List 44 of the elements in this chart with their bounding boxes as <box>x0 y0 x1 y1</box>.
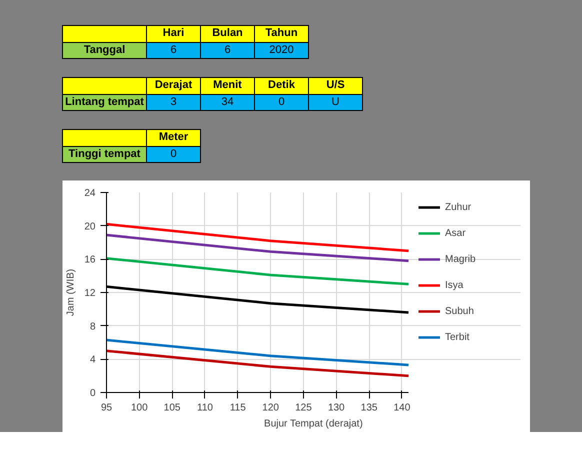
legend-label: Magrib <box>445 254 476 264</box>
text: 6 <box>170 44 177 56</box>
category-label: U/S <box>308 78 362 94</box>
x-tick-label: 125 <box>295 402 312 414</box>
x-tick-label: 105 <box>164 402 181 414</box>
legend-label: Subuh <box>445 306 474 316</box>
category-label: Lintang tempat <box>65 96 144 108</box>
text: 2020 <box>269 44 294 56</box>
legend-label: Isya <box>445 280 464 290</box>
category-label: Hari <box>146 26 200 42</box>
y-tick-label: 12 <box>84 288 96 299</box>
y-axis-title: Jam (WIB) <box>65 268 76 316</box>
category-label: Bulan <box>200 26 254 42</box>
category-label: Tinggi tempat <box>68 148 140 160</box>
category-label: Meter <box>146 130 200 146</box>
text: 3 <box>170 96 177 108</box>
legend-label: Terbit <box>445 332 470 342</box>
category-label: Menit <box>200 78 254 94</box>
category-label: Tanggal <box>84 44 126 56</box>
text: 34 <box>221 96 234 108</box>
x-tick-label: 120 <box>262 402 280 414</box>
text: U <box>332 96 340 108</box>
text: 6 <box>224 44 231 56</box>
y-tick-label: 24 <box>84 188 96 199</box>
category-label: Derajat <box>146 78 200 94</box>
legend-label: Asar <box>445 228 466 238</box>
category-label: Detik <box>254 78 308 94</box>
y-tick-label: 20 <box>84 221 96 232</box>
x-tick-label: 140 <box>394 402 411 414</box>
text: 0 <box>278 96 285 108</box>
y-tick-label: 8 <box>90 321 96 332</box>
x-tick-label: 130 <box>328 402 346 414</box>
y-tick-label: 16 <box>84 254 96 266</box>
category-label: Tahun <box>254 26 308 42</box>
y-tick-label: 4 <box>90 354 96 366</box>
text: 0 <box>170 148 177 160</box>
x-tick-label: 95 <box>100 402 112 414</box>
x-tick-label: 110 <box>197 402 214 414</box>
x-axis-title: Bujur Tempat (derajat) <box>264 418 363 430</box>
x-tick-label: 135 <box>360 402 378 414</box>
legend-label: Zuhur <box>445 202 472 212</box>
y-tick-label: 0 <box>90 388 96 399</box>
x-tick-label: 115 <box>230 402 246 414</box>
x-tick-label: 100 <box>130 402 148 414</box>
